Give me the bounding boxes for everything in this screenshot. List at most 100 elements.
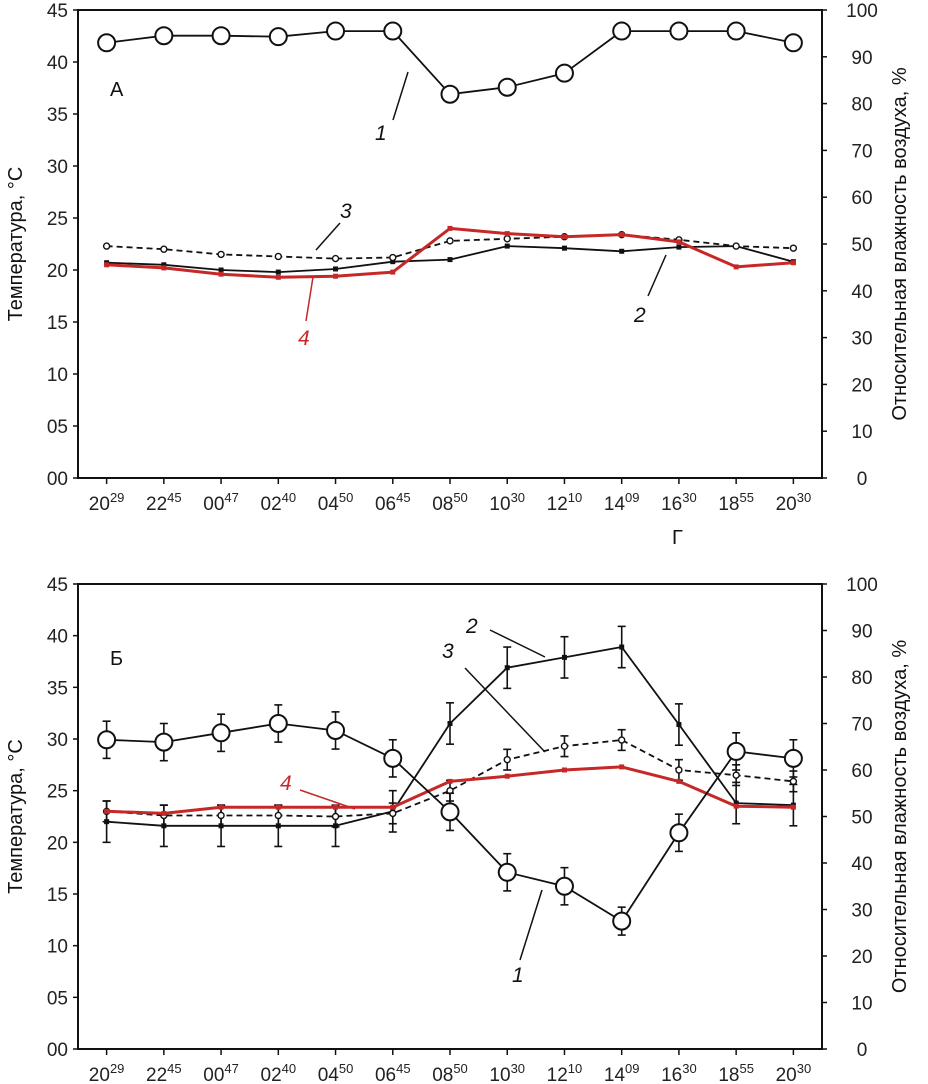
data-point [676, 239, 682, 245]
x-tick-label: 1030 [489, 1061, 525, 1084]
y-tick-label-left: 05 [47, 417, 68, 438]
series-1: 1 [97, 21, 803, 145]
y-tick-label-right: 10 [851, 422, 872, 443]
y-tick-label-left: 30 [47, 157, 68, 178]
y-tick-label-right: 30 [851, 901, 872, 922]
data-point [268, 714, 288, 733]
y-tick-label-left: 10 [47, 365, 68, 386]
data-point [676, 244, 682, 250]
data-point [447, 225, 453, 231]
x-tick-label: 2245 [146, 1061, 182, 1084]
x-tick-label: 1630 [661, 1061, 697, 1084]
data-point [211, 723, 231, 743]
y-tick-label-left: 00 [47, 1040, 68, 1061]
data-point [560, 742, 569, 750]
y-axis-label-right: Относительная влажность воздуха, % [889, 67, 911, 420]
data-point [790, 804, 796, 810]
data-point [669, 823, 689, 843]
data-point [161, 265, 167, 271]
data-point [160, 245, 168, 253]
data-point [268, 27, 288, 47]
x-tick-label: 2030 [776, 1061, 812, 1084]
series-label: 1 [375, 122, 387, 145]
series-line [106, 30, 794, 96]
data-point [726, 741, 746, 761]
y-tick-label-left: 15 [47, 313, 68, 334]
data-point [561, 654, 567, 660]
y-tick-label-left: 35 [47, 678, 68, 699]
y-tick-label-right: 70 [851, 141, 872, 162]
data-point [676, 778, 682, 784]
data-point [331, 254, 340, 263]
series-label: 4 [280, 772, 292, 795]
x-tick-label: 0850 [432, 490, 468, 515]
data-point [733, 800, 739, 806]
y-tick-label-right: 40 [851, 854, 872, 875]
x-tick-label: 1855 [718, 490, 754, 515]
series-label: 3 [442, 640, 454, 663]
x-tick-label: 1210 [547, 1061, 583, 1084]
y-tick-label-right: 0 [857, 469, 868, 490]
y-tick-label-left: 35 [47, 105, 68, 126]
data-point [389, 253, 397, 262]
chart-panel-b: 0005101520253035404501020304050607080901… [5, 575, 911, 1084]
callout-line [315, 222, 341, 251]
data-point [333, 273, 339, 279]
data-point [383, 21, 403, 41]
callout-line [519, 889, 543, 961]
data-point [104, 808, 110, 814]
callout-line [489, 629, 546, 658]
data-point [504, 665, 510, 671]
data-point [497, 862, 517, 882]
callout-line [647, 254, 667, 297]
x-axis-label: Г [672, 527, 683, 549]
y-tick-label-right: 100 [846, 575, 878, 596]
data-point [504, 773, 510, 779]
y-tick-label-right: 90 [851, 622, 872, 643]
y-tick-label-right: 30 [851, 329, 872, 350]
panel-label: Б [110, 648, 123, 670]
series-label: 1 [512, 964, 524, 987]
data-point [561, 234, 567, 240]
data-point [561, 245, 567, 251]
data-point [497, 77, 517, 97]
data-point [447, 778, 453, 784]
x-tick-label: 0450 [318, 1061, 354, 1084]
data-point [503, 755, 511, 764]
y-tick-label-left: 05 [47, 988, 68, 1009]
callout-line [464, 667, 546, 753]
data-point [326, 720, 346, 740]
data-point [554, 876, 574, 896]
data-point [331, 812, 340, 821]
data-point [789, 777, 798, 786]
y-tick-label-right: 20 [851, 947, 872, 968]
x-tick-label: 2030 [776, 490, 812, 515]
data-point [274, 811, 283, 820]
data-point [333, 266, 339, 272]
data-point [669, 21, 689, 41]
series-label: 2 [633, 304, 646, 327]
x-tick-label: 0240 [261, 1061, 297, 1084]
data-point [440, 802, 460, 822]
callout-line [392, 71, 409, 121]
data-point [790, 260, 796, 266]
y-axis-label-left: Температура, °C [5, 739, 27, 894]
data-point [619, 232, 625, 238]
x-tick-label: 1855 [718, 1061, 754, 1084]
data-point [217, 250, 225, 259]
callout-line [305, 276, 314, 322]
data-point [326, 21, 346, 41]
data-point [390, 269, 396, 275]
x-tick-label: 2029 [89, 1061, 125, 1084]
data-point [218, 804, 224, 810]
series-4: 4 [104, 764, 796, 816]
data-point [390, 259, 396, 265]
panel-label: А [110, 79, 124, 101]
data-point [726, 21, 746, 41]
data-point [161, 810, 167, 816]
data-point [161, 262, 167, 268]
y-tick-label-right: 90 [851, 48, 872, 69]
data-point [619, 248, 625, 254]
data-point [274, 252, 283, 261]
data-point [390, 804, 396, 810]
